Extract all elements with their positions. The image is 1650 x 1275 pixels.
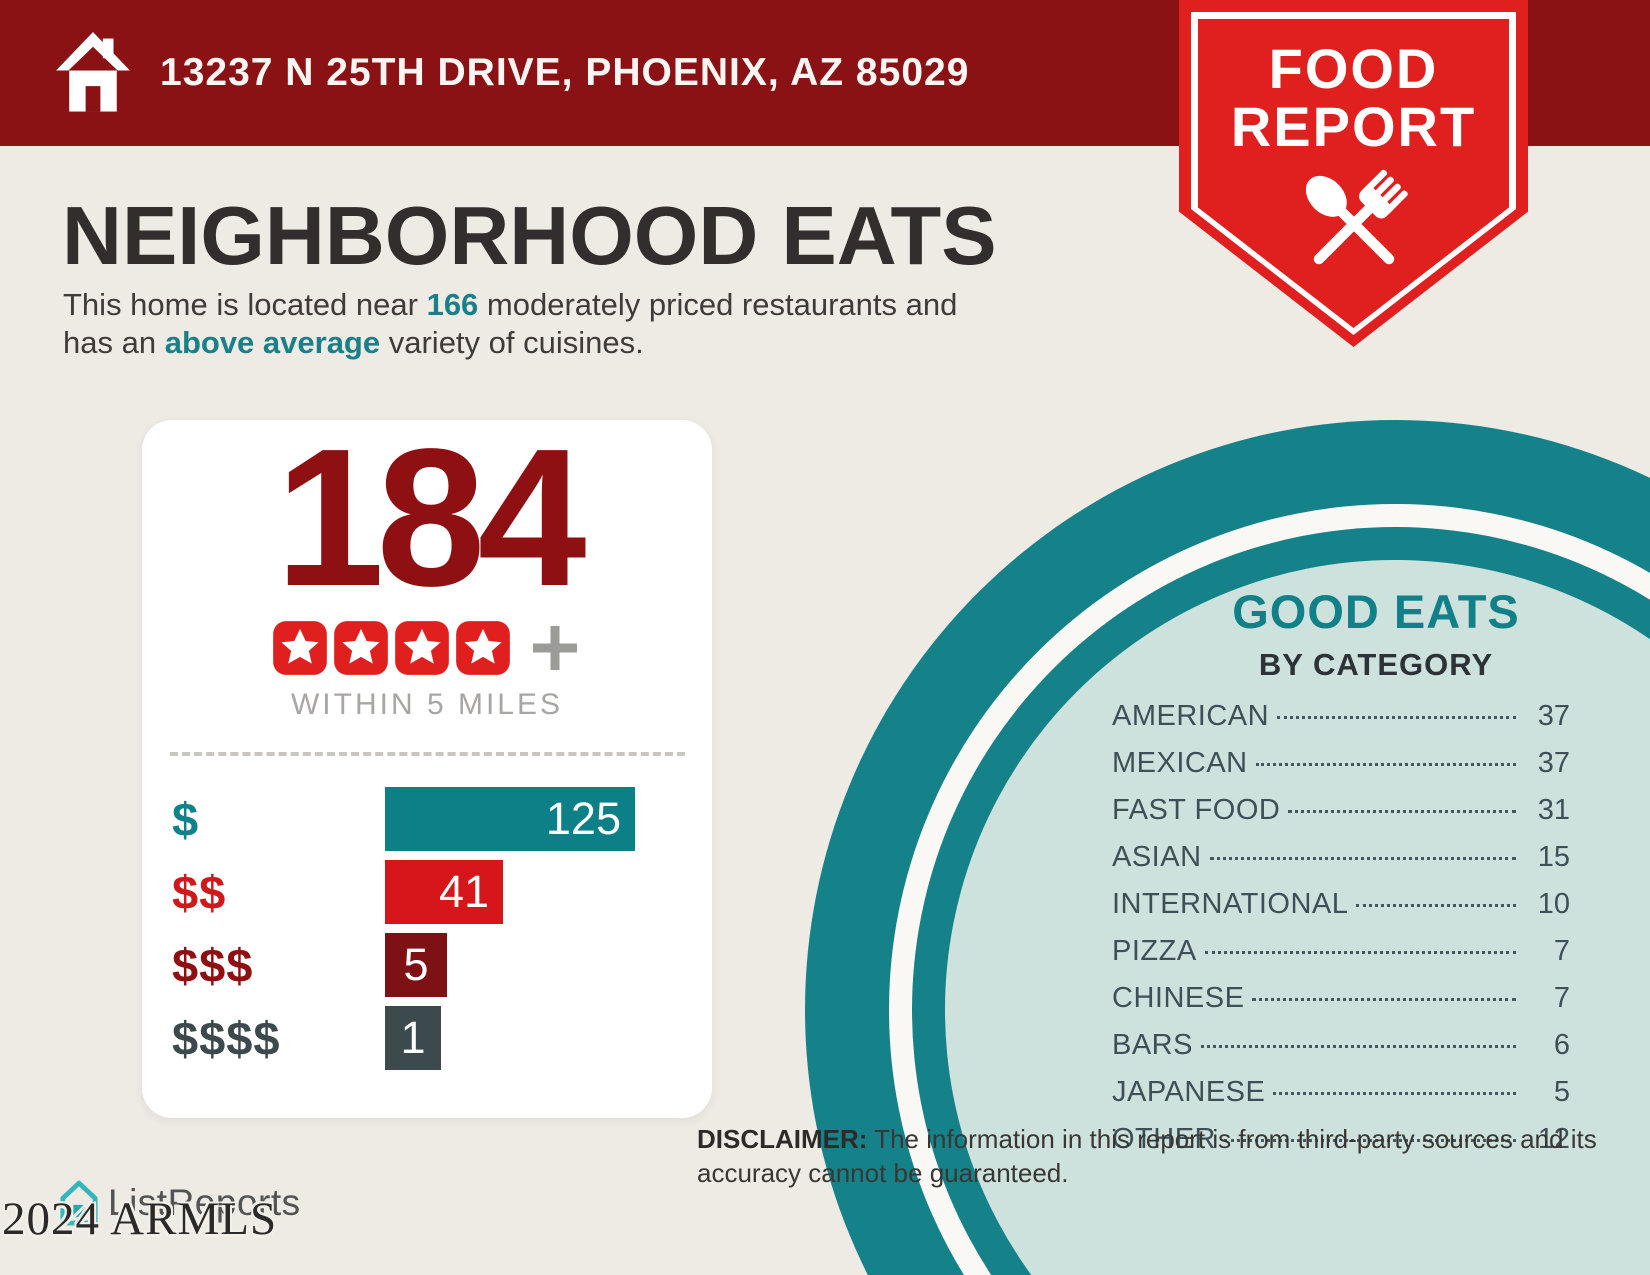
good-eats-header: GOOD EATS BY CATEGORY [1112, 584, 1640, 683]
disclaimer-line1: DISCLAIMER: The information in this repo… [697, 1124, 1597, 1154]
category-row: OTHER 12 [1112, 1123, 1570, 1170]
badge-content: FOOD REPORT [1179, 0, 1528, 347]
total-restaurants: 184 [275, 408, 586, 627]
dotted-leader [1252, 998, 1516, 1001]
category-count: 10 [1537, 888, 1570, 920]
category-name: AMERICAN [1112, 700, 1270, 732]
category-row: JAPANESE 5 [1112, 1076, 1570, 1123]
badge-title-line1: FOOD [1268, 37, 1439, 100]
category-row: CHINESE 7 [1112, 982, 1570, 1029]
category-row: BARS 6 [1112, 1029, 1570, 1076]
star-icon [273, 621, 327, 675]
category-count: 31 [1537, 794, 1570, 826]
category-name: ASIAN [1112, 841, 1202, 873]
plus-icon [528, 621, 582, 675]
price-tier-row: $$$ 5 [172, 933, 684, 997]
category-row: ASIAN 15 [1112, 841, 1570, 888]
listreports-logo: ListReports [60, 1180, 301, 1226]
price-bar-chart: $ 125 $$ 41 $$$ 5 $$$$ 1 [172, 787, 684, 1079]
price-tier-label: $ [172, 792, 200, 846]
price-tier-label: $$$$ [172, 1011, 281, 1065]
bar-track: 5 [385, 933, 684, 997]
category-count: 5 [1553, 1076, 1570, 1108]
address-row: 13237 N 25TH DRIVE, PHOENIX, AZ 85029 [52, 0, 969, 146]
category-row: PIZZA 7 [1112, 935, 1570, 982]
dotted-leader [1277, 716, 1516, 719]
category-name: FAST FOOD [1112, 794, 1281, 826]
price-tier-value: 41 [438, 866, 489, 917]
category-name: PIZZA [1112, 935, 1197, 967]
badge-title-line2: REPORT [1230, 95, 1477, 158]
category-count: 7 [1553, 982, 1570, 1014]
dotted-leader [1273, 1092, 1516, 1095]
dotted-leader [1255, 763, 1516, 766]
page-title: NEIGHBORHOOD EATS [62, 189, 997, 282]
category-name: BARS [1112, 1029, 1193, 1061]
price-tier-bar: 125 [385, 787, 635, 851]
dashed-divider [170, 752, 685, 756]
food-report-badge: FOOD REPORT [1179, 0, 1528, 347]
price-tier-label: $$$ [172, 938, 254, 992]
armls-watermark: 2024 ARMLS [2, 1193, 278, 1245]
price-tier-value: 125 [545, 793, 621, 844]
stats-card: 184 WITHIN 5 MILES $ 125 $$ 41 $$$ 5 $$$… [142, 420, 712, 1118]
bar-track: 125 [385, 787, 684, 851]
category-count: 37 [1537, 747, 1570, 779]
house-icon [56, 32, 130, 112]
property-address: 13237 N 25TH DRIVE, PHOENIX, AZ 85029 [160, 51, 970, 94]
star-icon [395, 621, 449, 675]
restaurant-count-highlight: 166 [426, 287, 479, 322]
dotted-leader [1209, 857, 1516, 860]
category-count: 12 [1537, 1123, 1570, 1155]
category-name: OTHER [1112, 1123, 1216, 1155]
bar-track: 41 [385, 860, 684, 924]
intro-subtitle: This home is located near 166 moderately… [63, 286, 957, 362]
category-name: MEXICAN [1112, 747, 1248, 779]
price-tier-row: $ 125 [172, 787, 684, 851]
disclaimer-line2: accuracy cannot be guaranteed. [697, 1158, 1069, 1188]
dotted-leader [1204, 951, 1516, 954]
crossed-spoon-fork-icon [1305, 169, 1408, 265]
category-name: CHINESE [1112, 982, 1245, 1014]
category-row: INTERNATIONAL 10 [1112, 888, 1570, 935]
subtitle-line1: This home is located near 166 moderately… [63, 287, 958, 322]
price-tier-bar: 5 [385, 933, 447, 997]
category-name: JAPANESE [1112, 1076, 1266, 1108]
category-count: 15 [1537, 841, 1570, 873]
bar-track: 1 [385, 1006, 684, 1070]
good-eats-title: GOOD EATS [1232, 585, 1520, 638]
price-tier-row: $$ 41 [172, 860, 684, 924]
category-row: AMERICAN 37 [1112, 700, 1570, 747]
brand-name: ListReports [108, 1182, 301, 1223]
dotted-leader [1288, 810, 1516, 813]
variety-highlight: above average [164, 325, 381, 360]
subtitle-line2: has an above average variety of cuisines… [63, 325, 644, 360]
price-tier-bar: 1 [385, 1006, 441, 1070]
listreports-house-icon [60, 1180, 98, 1226]
star-icon [456, 621, 510, 675]
disclaimer: DISCLAIMER: The information in this repo… [697, 1122, 1597, 1190]
category-row: MEXICAN 37 [1112, 747, 1570, 794]
price-tier-value: 5 [403, 939, 429, 990]
price-tier-row: $$$$ 1 [172, 1006, 684, 1070]
price-tier-label: $$ [172, 865, 227, 919]
radius-label: WITHIN 5 MILES [290, 688, 564, 721]
star-icon [334, 621, 388, 675]
price-tier-value: 1 [400, 1012, 426, 1063]
category-name: INTERNATIONAL [1112, 888, 1349, 920]
disclaimer-label: DISCLAIMER: [697, 1124, 868, 1154]
rating-row [142, 620, 712, 676]
price-tier-bar: 41 [385, 860, 503, 924]
dotted-leader [1224, 1139, 1516, 1142]
category-count: 7 [1553, 935, 1570, 967]
dotted-leader [1200, 1045, 1516, 1048]
category-row: FAST FOOD 31 [1112, 794, 1570, 841]
rating-stars [272, 620, 511, 676]
category-count: 37 [1537, 700, 1570, 732]
good-eats-subtitle: BY CATEGORY [1258, 647, 1494, 682]
category-list: AMERICAN 37 MEXICAN 37 FAST FOOD 31 ASIAN 15… [1112, 700, 1570, 1170]
dotted-leader [1356, 904, 1516, 907]
category-count: 6 [1553, 1029, 1570, 1061]
